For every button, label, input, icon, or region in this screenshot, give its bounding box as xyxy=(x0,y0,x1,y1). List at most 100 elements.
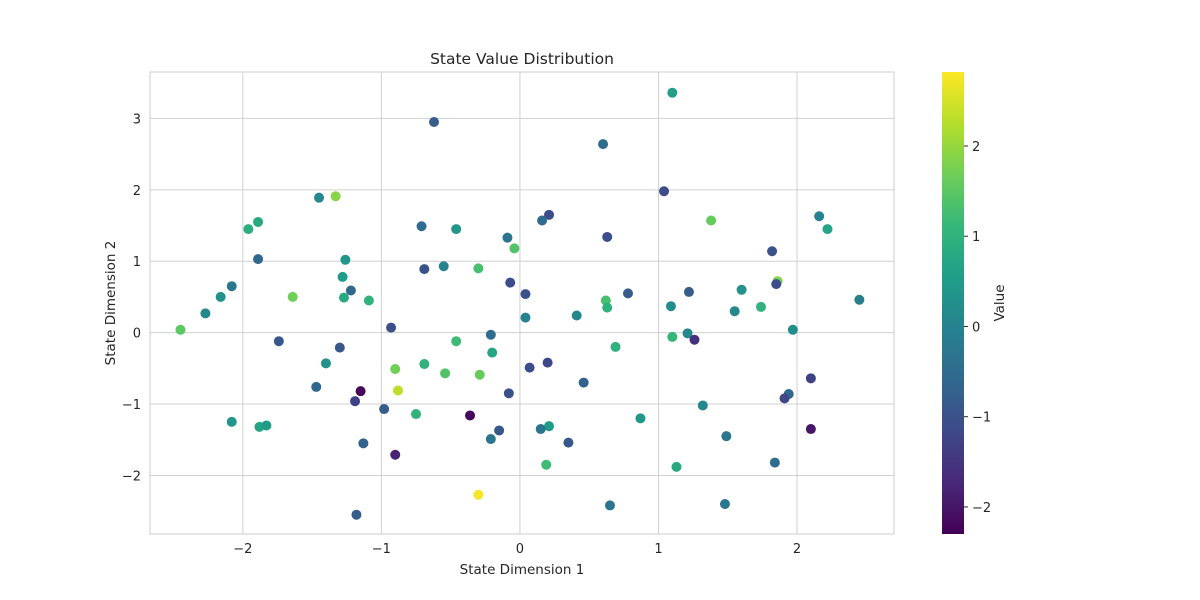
data-point xyxy=(350,396,361,407)
data-point xyxy=(667,87,678,98)
y-axis-label: State Dimension 2 xyxy=(103,241,119,366)
data-point xyxy=(537,215,548,226)
data-point xyxy=(509,243,520,254)
data-point xyxy=(358,438,369,449)
data-point xyxy=(787,324,798,335)
data-point xyxy=(429,116,440,127)
data-point xyxy=(451,336,462,347)
data-point xyxy=(689,334,700,345)
data-point xyxy=(338,292,349,303)
data-point xyxy=(721,431,732,442)
x-tick-label: 1 xyxy=(654,542,662,557)
data-point xyxy=(520,289,531,300)
data-point xyxy=(253,216,264,227)
x-tick-label: 0 xyxy=(516,542,524,557)
data-point xyxy=(440,368,451,379)
colorbar-tick-label: 0 xyxy=(972,320,980,335)
y-tick-label: 1 xyxy=(133,255,141,270)
data-point xyxy=(363,295,374,306)
data-point xyxy=(667,331,678,342)
y-tick-label: −1 xyxy=(122,398,141,413)
data-point xyxy=(215,291,226,302)
data-point xyxy=(226,281,237,292)
plot-area: −2 −1 0 1 2 −2 −1 0 1 2 3 xyxy=(122,71,895,557)
data-point xyxy=(473,263,484,274)
data-point xyxy=(200,308,211,319)
data-point xyxy=(755,301,766,312)
data-point xyxy=(226,416,237,427)
data-point xyxy=(451,224,462,235)
data-point xyxy=(524,362,535,373)
data-point xyxy=(386,322,397,333)
data-point xyxy=(320,358,331,369)
data-point xyxy=(520,312,531,323)
data-point xyxy=(719,499,730,510)
data-point xyxy=(635,413,646,424)
data-point xyxy=(779,393,790,404)
data-point xyxy=(390,364,401,375)
chart-title: State Value Distribution xyxy=(430,50,614,68)
colorbar-tick-label: 1 xyxy=(972,230,980,245)
y-axis-ticks: −2 −1 0 1 2 3 xyxy=(122,112,141,484)
data-point xyxy=(602,231,613,242)
data-point xyxy=(419,359,430,370)
data-point xyxy=(683,286,694,297)
y-tick-label: 0 xyxy=(133,327,141,342)
data-point xyxy=(243,224,254,235)
data-point xyxy=(854,294,865,305)
data-point xyxy=(411,409,422,420)
data-point xyxy=(261,420,272,431)
y-tick-label: 3 xyxy=(133,112,141,127)
data-point xyxy=(671,461,682,472)
data-point xyxy=(706,215,717,226)
data-point xyxy=(571,310,582,321)
data-point xyxy=(602,302,613,313)
data-point xyxy=(805,373,816,384)
data-point xyxy=(487,347,498,358)
data-point xyxy=(736,284,747,295)
colorbar-tick-label: −1 xyxy=(972,411,991,426)
data-point xyxy=(598,139,609,150)
data-point xyxy=(340,254,351,265)
x-tick-label: −1 xyxy=(372,542,391,557)
data-point xyxy=(314,192,325,203)
data-point xyxy=(253,254,264,265)
data-point xyxy=(273,336,284,347)
data-point xyxy=(465,410,476,421)
data-point xyxy=(544,209,555,220)
data-point xyxy=(474,369,485,380)
data-point xyxy=(485,329,496,340)
x-tick-label: 2 xyxy=(793,542,801,557)
data-point xyxy=(665,301,676,312)
data-point xyxy=(659,186,670,197)
colorbar-label: Value xyxy=(992,284,1008,321)
data-point xyxy=(473,489,484,500)
data-point xyxy=(503,388,514,399)
x-axis-label: State Dimension 1 xyxy=(460,562,585,578)
data-point xyxy=(379,404,390,415)
data-point xyxy=(769,457,780,468)
data-point xyxy=(390,449,401,460)
data-point xyxy=(311,381,322,392)
data-point xyxy=(805,424,816,435)
plot-frame xyxy=(149,71,895,535)
data-point xyxy=(771,279,782,290)
data-point xyxy=(419,264,430,275)
data-point xyxy=(610,341,621,352)
data-point xyxy=(697,400,708,411)
data-point xyxy=(535,424,546,435)
data-point xyxy=(351,509,362,520)
data-point xyxy=(485,434,496,445)
grid xyxy=(150,72,894,534)
y-tick-label: −2 xyxy=(122,469,141,484)
y-tick-label: 2 xyxy=(133,184,141,199)
data-point xyxy=(438,261,449,272)
x-tick-label: −2 xyxy=(233,542,252,557)
data-point xyxy=(494,425,505,436)
data-point xyxy=(578,377,589,388)
colorbar: −2 −1 0 1 2 Value xyxy=(942,72,1008,534)
data-point xyxy=(544,421,555,432)
data-point xyxy=(729,306,740,317)
data-point xyxy=(604,500,615,511)
